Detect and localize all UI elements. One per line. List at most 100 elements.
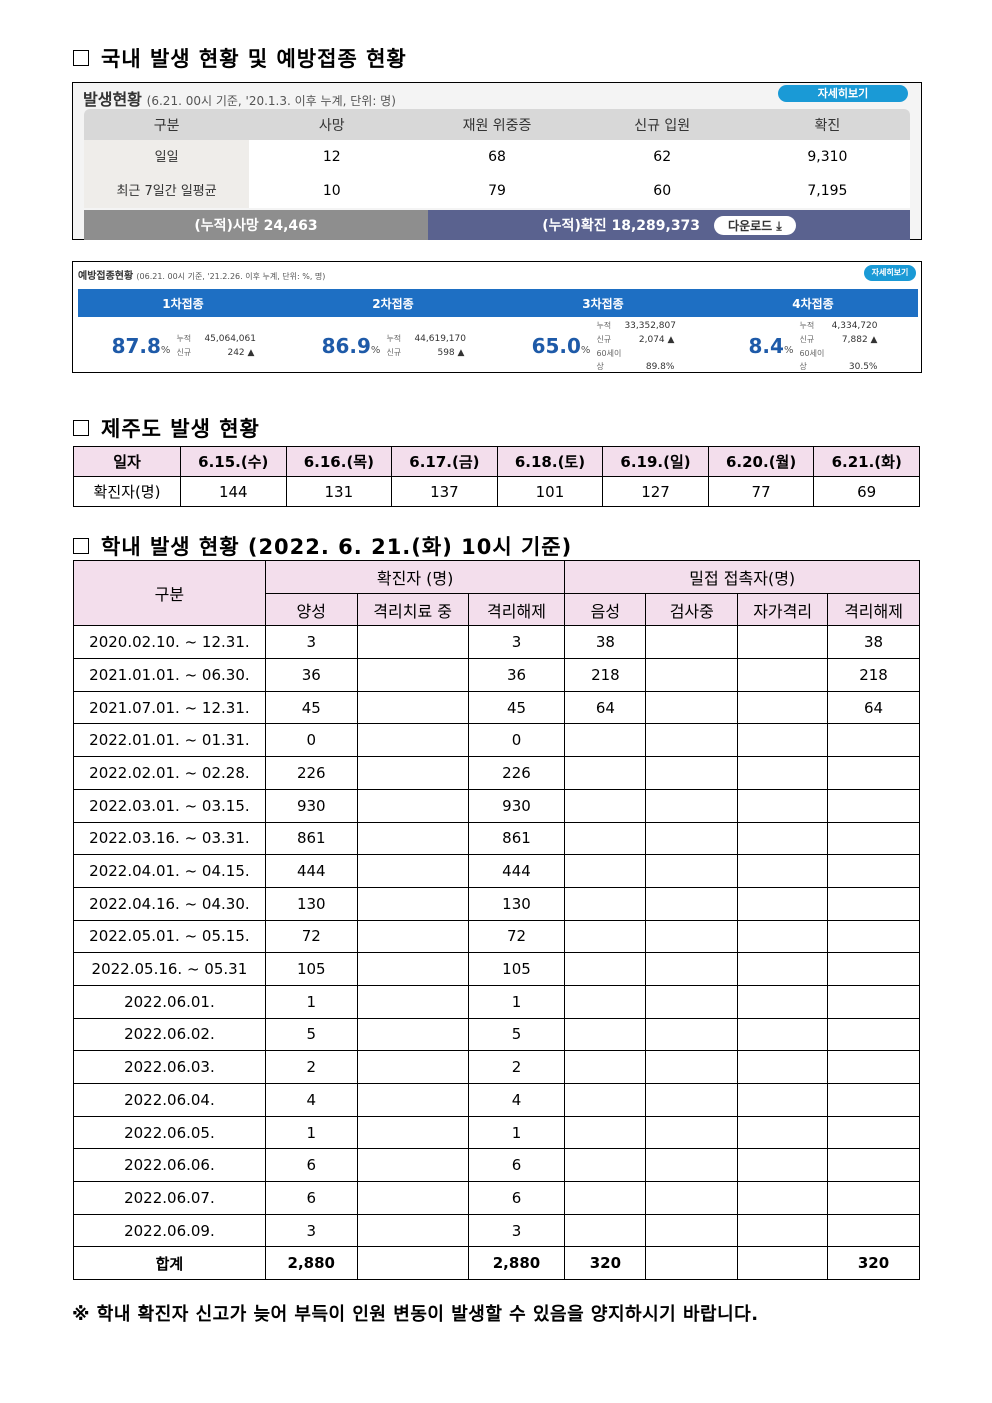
group-header: 구분 bbox=[73, 559, 266, 627]
table-cell bbox=[737, 1213, 829, 1248]
table-cell bbox=[645, 1213, 739, 1248]
table-cell bbox=[827, 1213, 920, 1248]
detail-key: 60세이상 bbox=[596, 348, 622, 371]
outbreak-cell: 10 bbox=[322, 183, 341, 199]
table-cell bbox=[645, 1115, 739, 1150]
details-button[interactable]: 자세히보기 bbox=[864, 265, 916, 281]
table-cell bbox=[827, 821, 920, 856]
table-cell: 930 bbox=[467, 788, 566, 823]
table-cell bbox=[645, 984, 739, 1019]
outbreak-cell: 68 bbox=[488, 149, 506, 165]
detail-key: 누적 bbox=[596, 320, 612, 330]
detail-value: 242 ▲ bbox=[227, 348, 255, 358]
table-cell bbox=[827, 1148, 920, 1183]
table-cell: 2022.06.06. bbox=[73, 1148, 266, 1183]
table-cell: 444 bbox=[467, 854, 566, 888]
table-cell bbox=[645, 690, 739, 725]
jeju-cell: 131 bbox=[285, 476, 393, 507]
table-cell: 444 bbox=[264, 854, 358, 888]
table-cell bbox=[737, 854, 829, 888]
table-cell bbox=[356, 1213, 469, 1248]
table-cell: 38 bbox=[827, 625, 920, 660]
subheader-cell: 격리해제 bbox=[467, 592, 566, 627]
table-cell bbox=[564, 723, 647, 758]
section-heading-school: 학내 발생 현황 (2022. 6. 21.(화) 10시 기준) bbox=[73, 531, 572, 561]
dose-label: 3차접종 bbox=[582, 296, 624, 311]
outbreak-cell: 79 bbox=[488, 183, 506, 199]
header-cell: 재원 위중증 bbox=[462, 117, 532, 134]
percent-unit: % bbox=[580, 345, 591, 356]
table-cell bbox=[356, 1050, 469, 1084]
header-cell: 신규 입원 bbox=[634, 117, 691, 134]
detail-key: 신규 bbox=[596, 334, 612, 344]
contact-header: 밀접 접촉자(명) bbox=[564, 560, 920, 594]
dose-label: 4차접종 bbox=[792, 296, 834, 311]
total-cell: 320 bbox=[564, 1246, 647, 1281]
table-cell bbox=[737, 1115, 829, 1150]
table-cell bbox=[356, 658, 469, 692]
table-cell bbox=[645, 788, 739, 823]
download-button[interactable]: 다운로드 ⤓ bbox=[714, 215, 796, 235]
subheader-cell: 자가격리 bbox=[737, 592, 829, 627]
table-cell: 2022.02.01. ~ 02.28. bbox=[73, 756, 266, 790]
table-cell bbox=[737, 984, 829, 1019]
dose-label: 2차접종 bbox=[372, 296, 414, 311]
table-cell: 2022.06.04. bbox=[73, 1083, 266, 1117]
table-cell bbox=[564, 886, 647, 921]
table-cell: 2021.07.01. ~ 12.31. bbox=[73, 690, 266, 725]
dose-cell: 65.0% 누적 33,352,807 신규 2,074 ▲ 60세이상 89.8% bbox=[498, 320, 708, 372]
table-cell: 2022.03.16. ~ 03.31. bbox=[73, 821, 266, 856]
jeju-cell: 6.15.(수) bbox=[180, 446, 287, 477]
table-cell bbox=[737, 919, 829, 954]
table-cell bbox=[827, 919, 920, 954]
details-button[interactable]: 자세히보기 bbox=[778, 85, 908, 102]
table-cell bbox=[356, 1148, 469, 1183]
table-cell: 6 bbox=[467, 1181, 566, 1215]
table-cell bbox=[827, 952, 920, 986]
table-cell: 226 bbox=[467, 756, 566, 790]
table-cell: 861 bbox=[264, 821, 358, 856]
outbreak-grid: 구분 사망 재원 위중증 신규 입원 확진 일일 12 68 62 9,310 최근 7일간 일평균… bbox=[84, 109, 910, 208]
table-cell bbox=[645, 1050, 739, 1084]
detail-value: 45,064,061 bbox=[204, 334, 256, 344]
table-cell bbox=[645, 952, 739, 986]
table-cell bbox=[564, 756, 647, 790]
table-cell bbox=[564, 1083, 647, 1117]
subheader-cell: 격리해제 bbox=[827, 592, 920, 627]
table-cell bbox=[564, 1148, 647, 1183]
table-cell: 1 bbox=[467, 984, 566, 1019]
heading-text: 제주도 발생 현황 bbox=[101, 417, 260, 441]
total-cell: 2,880 bbox=[467, 1246, 566, 1281]
table-cell bbox=[827, 1181, 920, 1215]
table-cell bbox=[356, 821, 469, 856]
percent-value: 87.8 bbox=[111, 334, 161, 358]
table-cell bbox=[737, 952, 829, 986]
detail-line: 누적 45,064,061 bbox=[176, 332, 256, 346]
table-row: 2022.06.09. 3 3 bbox=[73, 1213, 920, 1248]
outbreak-panel: 발생현황 (6.21. 00시 기준, '20.1.3. 이후 누계, 단위: … bbox=[72, 82, 922, 240]
title-text: 발생현황 bbox=[83, 90, 142, 109]
detail-line: 누적 4,334,720 bbox=[799, 319, 877, 333]
table-cell bbox=[645, 1083, 739, 1117]
table-cell: 6 bbox=[264, 1181, 358, 1215]
table-cell bbox=[564, 821, 647, 856]
table-cell: 3 bbox=[467, 625, 566, 660]
table-cell: 130 bbox=[264, 886, 358, 921]
vaccination-panel: 예방접종현황 (06.21. 00시 기준, '21.2.26. 이후 누계, … bbox=[72, 261, 922, 373]
outbreak-cell: 7,195 bbox=[807, 183, 848, 199]
dose-percent: 86.9% bbox=[322, 334, 381, 358]
dose-percent: 8.4% bbox=[749, 334, 794, 358]
jeju-cell: 77 bbox=[707, 476, 815, 507]
table-cell: 2022.04.16. ~ 04.30. bbox=[73, 886, 266, 921]
detail-line: 신규 7,882 ▲ bbox=[799, 333, 877, 347]
detail-value: 30.5% bbox=[848, 361, 878, 372]
jeju-cell: 144 bbox=[180, 476, 287, 507]
detail-line: 신규 242 ▲ bbox=[176, 346, 254, 360]
detail-line: 신규 2,074 ▲ bbox=[596, 333, 674, 347]
jeju-cell: 69 bbox=[813, 476, 920, 507]
subtitle-text: (06.21. 00시 기준, '21.2.26. 이후 누계, 단위: %, … bbox=[136, 272, 326, 281]
table-cell: 45 bbox=[264, 690, 358, 725]
table-cell: 2022.05.16. ~ 05.31 bbox=[73, 952, 266, 986]
table-cell: 130 bbox=[467, 886, 566, 921]
detail-key: 신규 bbox=[386, 348, 402, 357]
